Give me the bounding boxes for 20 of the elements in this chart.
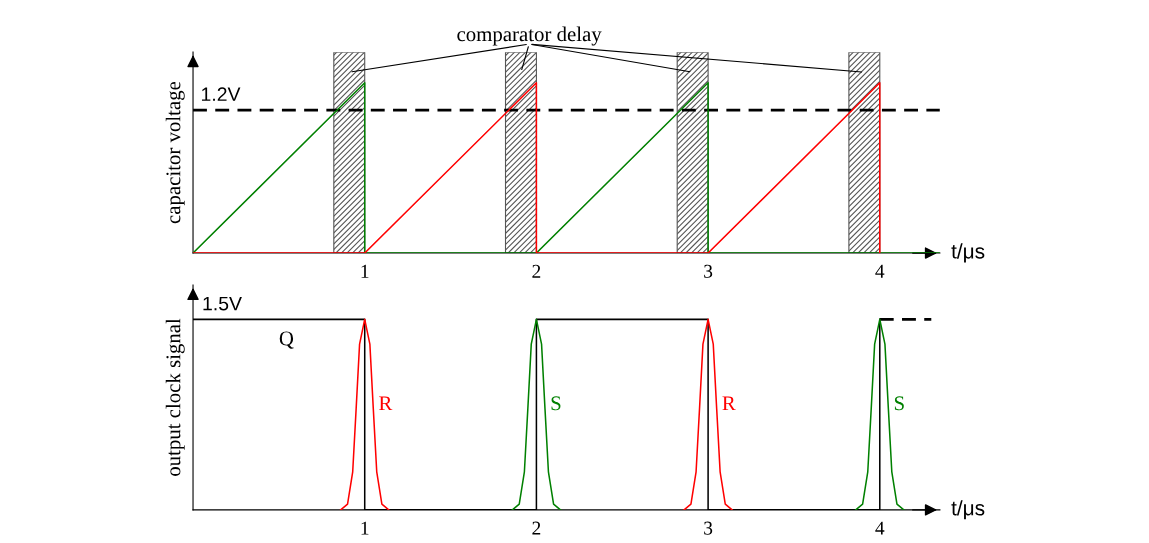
x-tick-label: 1 <box>361 264 369 278</box>
series-label: S <box>894 396 904 411</box>
x-tick-label: 3 <box>704 521 713 535</box>
series-label: S <box>551 396 561 411</box>
x-tick-label: 2 <box>532 264 541 278</box>
x-tick-label: 3 <box>704 264 713 278</box>
x-axis-title: t/μs <box>951 243 985 263</box>
x-tick-label: 4 <box>875 264 885 278</box>
y-axis-title: output clock signal <box>165 318 185 476</box>
x-axis-title: t/μs <box>951 500 985 520</box>
series-label: R <box>722 396 736 411</box>
x-tick-label: 2 <box>532 521 541 535</box>
y-axis-title: capacitor voltage <box>165 81 185 224</box>
x-tick-label: 1 <box>361 521 369 535</box>
text: comparator delay <box>457 26 602 46</box>
x-tick-label: 4 <box>875 521 885 535</box>
series-label: Q <box>279 331 294 349</box>
text: 1.5V <box>203 296 242 311</box>
series-label: R <box>379 396 393 411</box>
ref-line-label: 1.2V <box>201 87 241 101</box>
